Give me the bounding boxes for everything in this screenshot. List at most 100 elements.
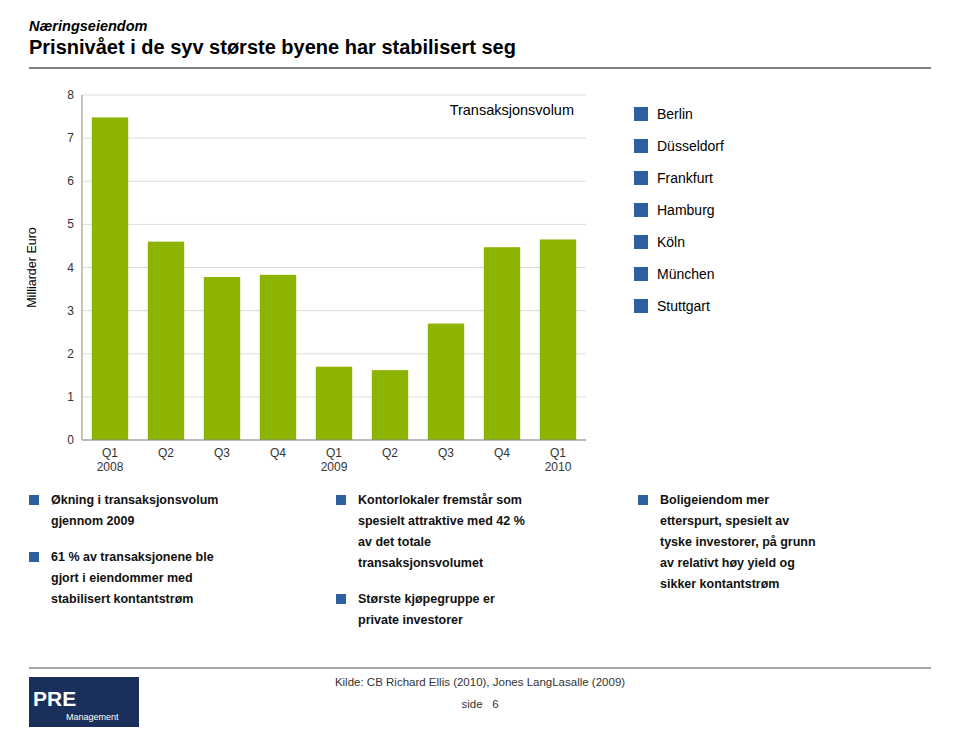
heading: Prisnivået i de syv største byene har st… bbox=[29, 36, 516, 58]
bullets: Økning i transaksjonsvolum gjennom 2009 61… bbox=[29, 493, 816, 627]
text-line: transaksjonsvolumet bbox=[358, 556, 484, 570]
bullet-text: 61 % av transaksjonene ble gjort i eiendo… bbox=[51, 550, 214, 606]
y-tick-label: 7 bbox=[67, 131, 74, 145]
city-marker bbox=[634, 107, 648, 121]
x-tick-label: Q2 bbox=[158, 446, 174, 460]
x-tick-label: Q4 bbox=[270, 446, 286, 460]
text-line: 61 % av transaksjonene ble bbox=[51, 550, 214, 564]
city-list: BerlinDüsseldorfFrankfurtHamburgKölnMünc… bbox=[634, 106, 724, 314]
y-tick-label: 6 bbox=[67, 174, 74, 188]
page: Næringseiendom Prisnivået i de syv størst… bbox=[0, 0, 960, 738]
city-name: Hamburg bbox=[657, 202, 715, 218]
bar bbox=[484, 247, 520, 440]
rule bbox=[29, 67, 931, 69]
x-tick-label: Q4 bbox=[494, 446, 510, 460]
bar bbox=[260, 275, 296, 440]
footer-text: side 6 bbox=[461, 698, 498, 710]
grid-line bbox=[82, 181, 586, 182]
x-tick-label: Q3 bbox=[214, 446, 230, 460]
logo-text: PRE bbox=[33, 687, 76, 710]
bullet-marker bbox=[336, 594, 346, 604]
y-tick-label: 8 bbox=[67, 88, 74, 102]
x-tick-label: Q12009 bbox=[321, 446, 348, 474]
rule bbox=[29, 668, 931, 669]
kicker: Næringseiendom bbox=[29, 18, 148, 34]
city-name: Stuttgart bbox=[657, 298, 710, 314]
bars bbox=[92, 117, 576, 440]
text-line: stabilisert kontantstrøm bbox=[51, 592, 193, 606]
text-line: 2009 bbox=[321, 460, 348, 474]
y-tick-label: 4 bbox=[67, 261, 74, 275]
city-name: Frankfurt bbox=[657, 170, 713, 186]
city-marker bbox=[634, 139, 648, 153]
bar bbox=[428, 324, 464, 440]
text-line: gjennom 2009 bbox=[51, 514, 134, 528]
bullet-marker bbox=[336, 495, 346, 505]
bullet-marker bbox=[638, 495, 648, 505]
text-line: Q3 bbox=[214, 446, 230, 460]
bar bbox=[316, 367, 352, 440]
chart: 012345678Q12008Q2Q3Q4Q12009Q2Q3Q4Q12010M… bbox=[25, 88, 586, 474]
x-tick-label: Q12008 bbox=[97, 446, 124, 474]
x-tick-label: Q3 bbox=[438, 446, 454, 460]
bullet-text: Kontorlokaler fremstår som spesielt attra… bbox=[358, 493, 525, 570]
text-line: 2008 bbox=[97, 460, 124, 474]
y-tick-label: 5 bbox=[67, 217, 74, 231]
y-tick-label: 3 bbox=[67, 304, 74, 318]
text-line: Q1 bbox=[550, 446, 566, 460]
city-name: Köln bbox=[657, 234, 685, 250]
logo-text: Management bbox=[66, 712, 119, 722]
bullet-text: Boligeiendom mer etterspurt, spesielt av t… bbox=[660, 493, 816, 591]
text-line: etterspurt, spesielt av bbox=[660, 514, 789, 528]
grid-line bbox=[82, 95, 586, 96]
bullet-text: Største kjøpegruppe er private investorer bbox=[358, 592, 495, 627]
city-marker bbox=[634, 203, 648, 217]
grid-line bbox=[82, 138, 586, 139]
text-line: Kontorlokaler fremstår som bbox=[358, 493, 522, 507]
bar bbox=[92, 117, 128, 440]
text-line: av relativt høy yield og bbox=[660, 556, 795, 570]
bar bbox=[540, 239, 576, 440]
x-tick-label: Q12010 bbox=[545, 446, 572, 474]
text-line: private investorer bbox=[358, 613, 463, 627]
y-tick-label: 2 bbox=[67, 347, 74, 361]
y-axis bbox=[82, 95, 83, 440]
city-marker bbox=[634, 267, 648, 281]
bullet-text: Økning i transaksjonsvolum gjennom 2009 bbox=[51, 493, 218, 528]
text-line: Q4 bbox=[494, 446, 510, 460]
y-tick-label: 0 bbox=[67, 433, 74, 447]
text-line: Boligeiendom mer bbox=[660, 493, 769, 507]
text-line: Q2 bbox=[382, 446, 398, 460]
y-tick-label: 1 bbox=[67, 390, 74, 404]
bullet-marker bbox=[29, 552, 39, 562]
chart-title: Transaksjonsvolum bbox=[450, 102, 574, 118]
bar bbox=[204, 277, 240, 440]
text-line: Q4 bbox=[270, 446, 286, 460]
text-line: Q1 bbox=[326, 446, 342, 460]
city-name: Düsseldorf bbox=[657, 138, 724, 154]
city-name: Berlin bbox=[657, 106, 693, 122]
city-marker bbox=[634, 299, 648, 313]
text-line: gjort i eiendommer med bbox=[51, 571, 193, 585]
text-line: Q3 bbox=[438, 446, 454, 460]
city-marker bbox=[634, 235, 648, 249]
text-line: Q1 bbox=[102, 446, 118, 460]
text-line: Q2 bbox=[158, 446, 174, 460]
text-line: sikker kontantstrøm bbox=[660, 577, 779, 591]
text-line: Økning i transaksjonsvolum bbox=[51, 493, 218, 507]
text-line: spesielt attraktive med 42 % bbox=[358, 514, 525, 528]
x-axis bbox=[82, 440, 586, 441]
footer-text: Kilde: CB Richard Ellis (2010), Jones La… bbox=[335, 676, 625, 688]
text-line: 2010 bbox=[545, 460, 572, 474]
text-line: Største kjøpegruppe er bbox=[358, 592, 495, 606]
text-line: tyske investorer, på grunn bbox=[660, 535, 816, 549]
x-tick-label: Q2 bbox=[382, 446, 398, 460]
y-label: Milliarder Euro bbox=[25, 227, 39, 308]
logo bbox=[29, 677, 139, 727]
bullet-marker bbox=[29, 495, 39, 505]
text-line: av det totale bbox=[358, 535, 431, 549]
grid-line bbox=[82, 224, 586, 225]
bar bbox=[372, 370, 408, 440]
city-marker bbox=[634, 171, 648, 185]
grid-line bbox=[82, 440, 586, 441]
